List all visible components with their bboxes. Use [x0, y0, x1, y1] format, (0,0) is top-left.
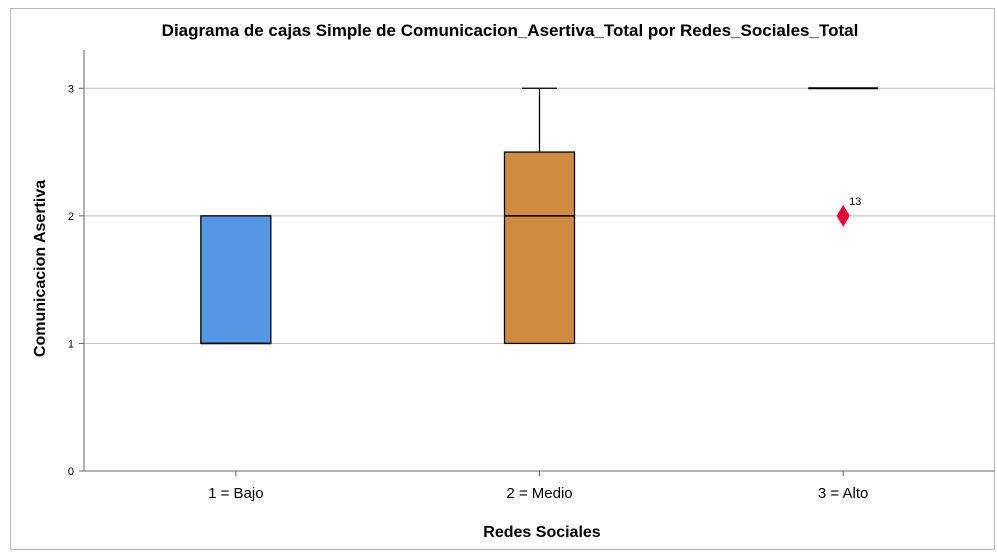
box — [200, 215, 272, 345]
y-tick-label: 2 — [68, 211, 74, 223]
chart-title: Diagrama de cajas Simple de Comunicacion… — [162, 21, 859, 40]
y-tick-label: 0 — [68, 466, 74, 478]
x-axis-title: Redes Sociales — [483, 524, 601, 541]
outlier-point — [836, 204, 850, 227]
x-tick-label: 3 = Alto — [818, 485, 868, 502]
outlier-label: 13 — [849, 196, 861, 208]
x-tick-label: 2 = Medio — [506, 485, 572, 502]
y-axis-title: Comunicacion Asertiva — [32, 180, 49, 357]
y-tick-label: 3 — [68, 83, 74, 95]
box — [503, 151, 576, 345]
plot-area: 0 1 2 3 1 = Bajo 2 = Medio 3 = Alto 13 — [68, 50, 995, 502]
x-tick-label: 1 = Bajo — [208, 485, 263, 502]
y-tick-label: 1 — [68, 338, 74, 350]
chart-frame — [10, 8, 995, 550]
